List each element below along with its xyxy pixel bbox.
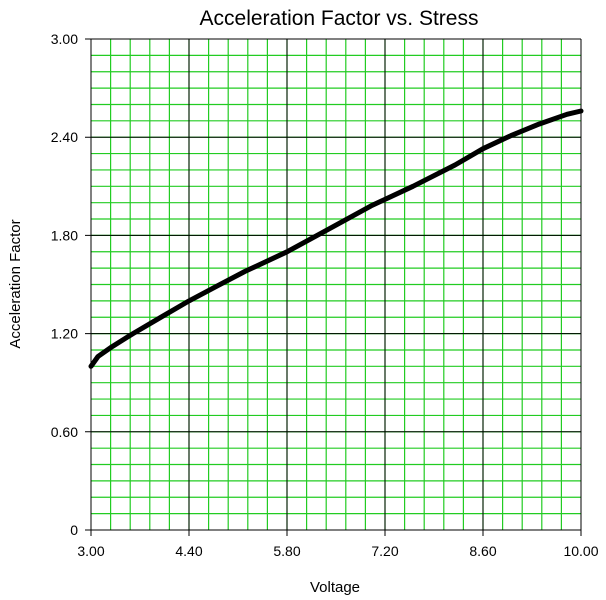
y-tick-label: 1.20: [51, 326, 78, 342]
tick-labels: 3.00 4.40 5.80 7.20 8.60 10.00 0 0.60 1.20 1.80 2.…: [51, 31, 599, 559]
y-tick-label: 0: [70, 522, 78, 538]
series-layer: [88, 108, 584, 369]
y-tick-label: 1.80: [51, 227, 78, 243]
major-grid: [85, 38, 582, 536]
y-tick-label: 2.40: [51, 129, 78, 145]
chart-title: Acceleration Factor vs. Stress: [200, 7, 479, 30]
x-tick-label: 5.80: [273, 543, 300, 559]
series-line: [88, 108, 584, 369]
x-tick-label: 4.40: [175, 543, 202, 559]
y-axis-label: Acceleration Factor: [7, 219, 24, 348]
y-tick-label: 0.60: [51, 424, 78, 440]
y-tick-label: 3.00: [51, 31, 78, 47]
x-tick-label: 3.00: [77, 543, 104, 559]
x-axis-label: Voltage: [310, 579, 360, 596]
minor-grid: [91, 39, 581, 530]
x-tick-label: 7.20: [371, 543, 398, 559]
x-tick-label: 10.00: [563, 543, 598, 559]
x-tick-label: 8.60: [469, 543, 496, 559]
